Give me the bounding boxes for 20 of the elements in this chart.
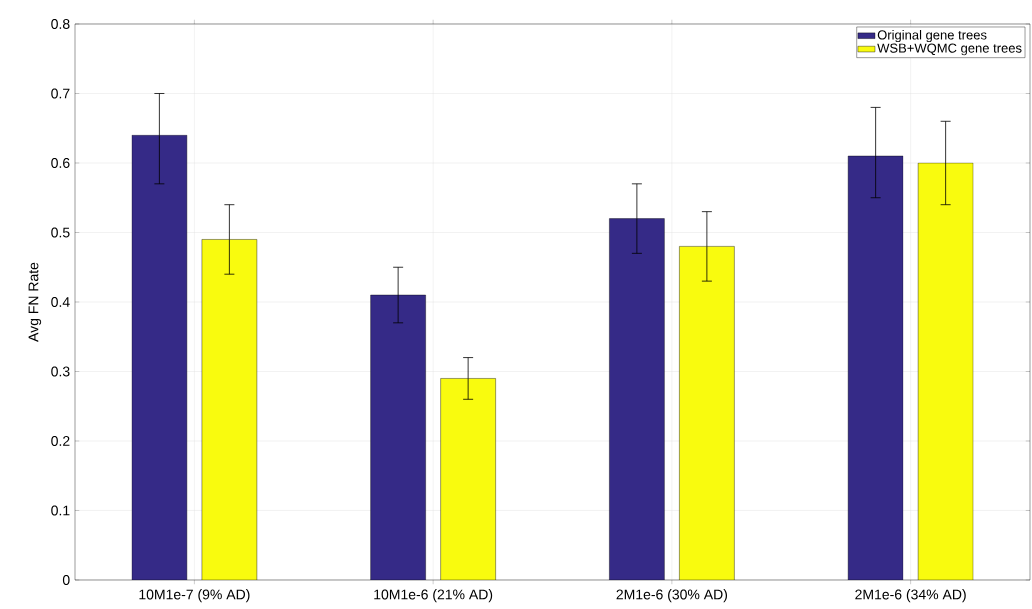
- x-tick-label: 10M1e-6 (21% AD): [374, 589, 493, 603]
- x-tick-label: 2M1e-6 (30% AD): [616, 589, 728, 603]
- y-tick-label: 0: [62, 575, 70, 585]
- y-tick-label: 0.5: [51, 227, 70, 238]
- y-tick-label: 0.3: [51, 366, 70, 377]
- bar: [201, 239, 258, 580]
- legend-label: Original gene trees: [877, 29, 987, 43]
- bar: [679, 246, 735, 580]
- y-tick-label: 0.6: [51, 158, 70, 168]
- bar: [440, 378, 496, 580]
- y-tick-label: 0.1: [51, 505, 70, 516]
- x-tick-label: 2M1e-6 (34% AD): [855, 589, 966, 603]
- legend-label: WSB+WQMC gene trees: [877, 43, 1022, 56]
- y-axis-title: Avg FN Rate: [28, 262, 42, 342]
- y-tick-label: 0.7: [51, 88, 70, 99]
- y-tick-label: 0.2: [51, 436, 70, 446]
- x-tick-label: 10M1e-7 (9% AD): [139, 589, 250, 603]
- y-tick-label: 0.4: [51, 297, 70, 307]
- bar: [917, 162, 974, 580]
- y-tick-label: 0.8: [51, 19, 70, 29]
